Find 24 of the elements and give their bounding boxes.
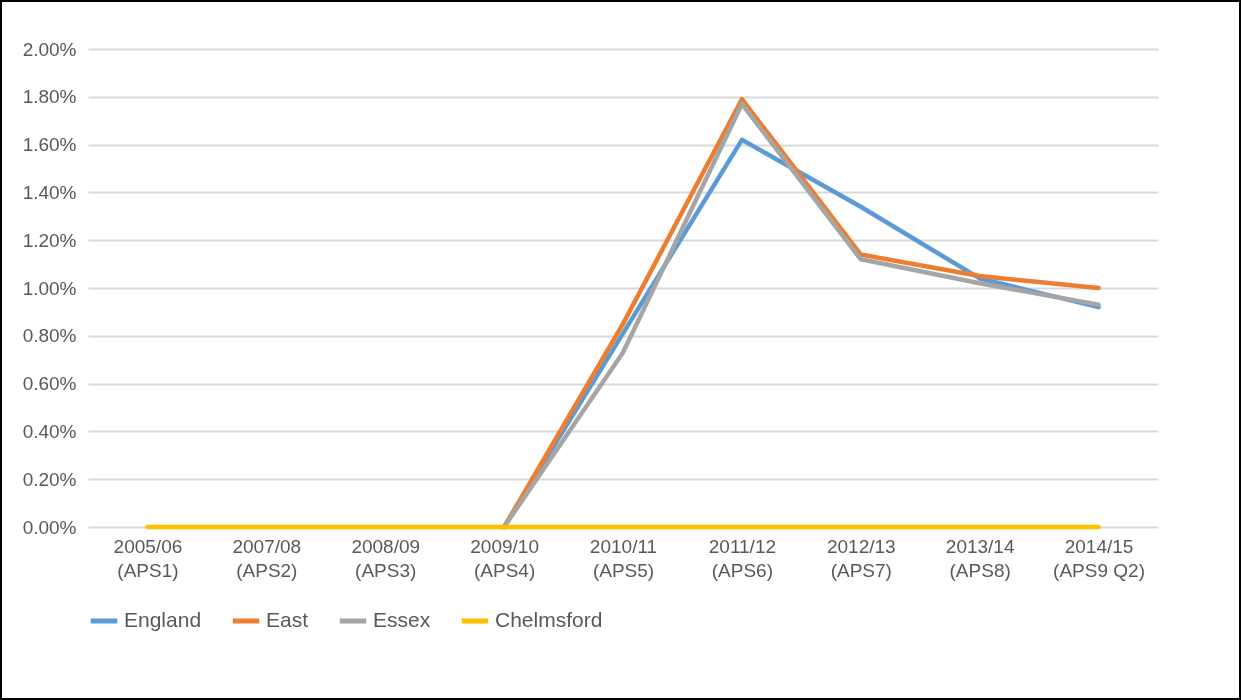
x-tick-label: 2009/10 (APS4) [470,535,539,581]
x-tick-label: 2013/14 (APS8) [945,535,1015,581]
y-tick-label: 1.20% [22,229,77,251]
y-tick-label: 1.80% [22,86,77,108]
y-tick-label: 0.40% [22,420,77,442]
y-tick-label: 0.80% [22,325,77,347]
legend-label: England [124,608,202,631]
y-tick-label: 1.40% [22,181,77,203]
legend-label: Essex [373,608,431,631]
y-tick-label: 2.00% [22,38,77,60]
legend-label: Chelmsford [495,608,603,631]
x-tick-label: 2010/11 (APS5) [589,535,658,581]
y-tick-label: 1.60% [22,134,77,156]
y-tick-label: 0.60% [22,373,77,395]
y-tick-label: 0.00% [22,516,77,538]
legend-label: East [266,608,309,631]
x-tick-label: 2007/08 (APS2) [232,535,302,581]
y-tick-label: 1.00% [22,277,77,299]
x-tick-label: 2005/06 (APS1) [113,535,183,581]
y-tick-label: 0.20% [22,468,77,490]
x-tick-label: 2011/12 (APS6) [708,535,777,581]
x-tick-label: 2008/09 (APS3) [351,535,421,581]
x-tick-label: 2012/13 (APS7) [826,535,896,581]
x-tick-label: 2014/15 (APS9 Q2) [1053,535,1145,581]
